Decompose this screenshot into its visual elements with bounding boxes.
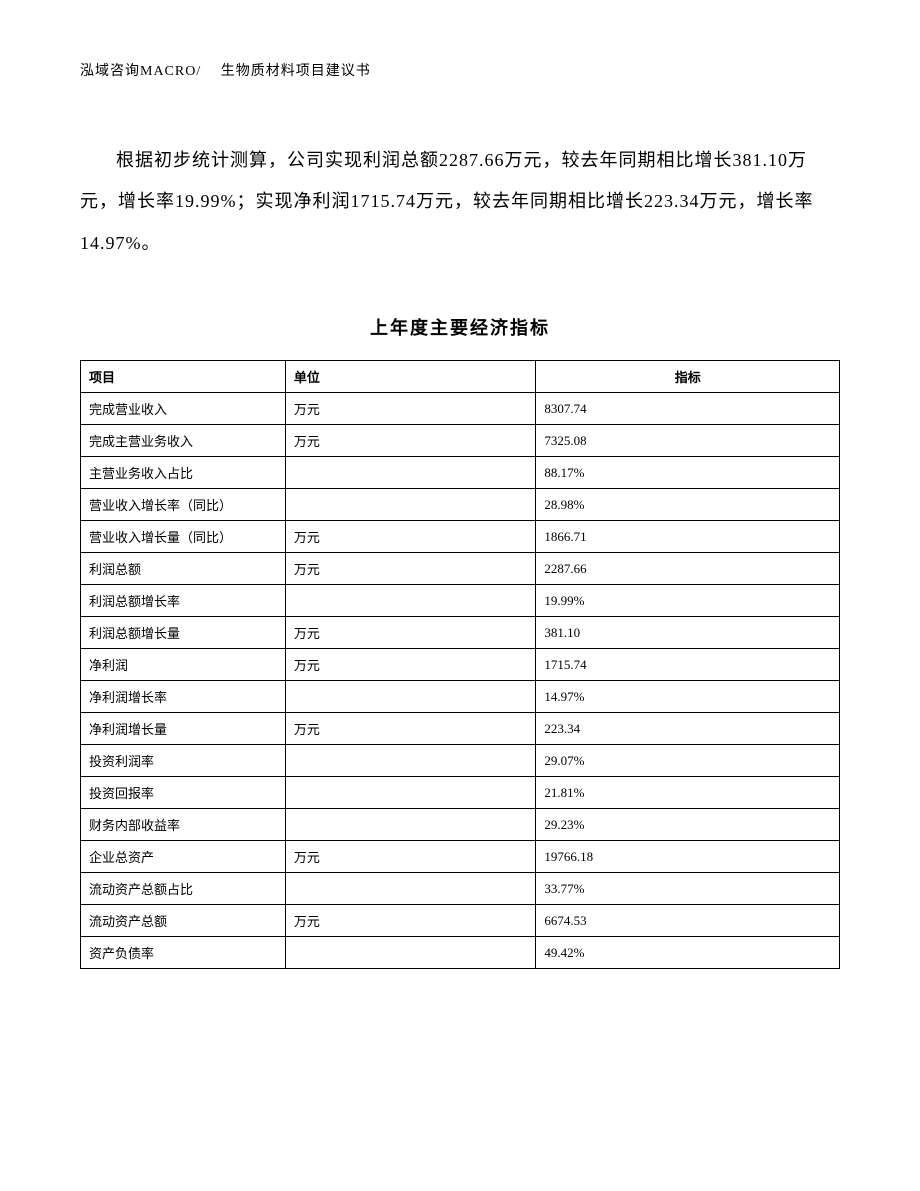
table-cell-item: 营业收入增长率（同比） bbox=[81, 489, 286, 521]
table-row: 净利润增长率 14.97% bbox=[81, 681, 840, 713]
table-cell-unit: 万元 bbox=[285, 553, 535, 585]
table-cell-value: 49.42% bbox=[536, 937, 840, 969]
table-row: 流动资产总额 万元 6674.53 bbox=[81, 905, 840, 937]
table-row: 主营业务收入占比 88.17% bbox=[81, 457, 840, 489]
table-cell-item: 净利润增长率 bbox=[81, 681, 286, 713]
table-row: 利润总额增长率 19.99% bbox=[81, 585, 840, 617]
table-cell-item: 财务内部收益率 bbox=[81, 809, 286, 841]
table-cell-unit: 万元 bbox=[285, 841, 535, 873]
table-cell-unit: 万元 bbox=[285, 713, 535, 745]
table-cell-unit bbox=[285, 489, 535, 521]
table-cell-item: 投资利润率 bbox=[81, 745, 286, 777]
table-cell-unit: 万元 bbox=[285, 617, 535, 649]
table-row: 财务内部收益率 29.23% bbox=[81, 809, 840, 841]
table-cell-value: 19.99% bbox=[536, 585, 840, 617]
table-cell-unit: 万元 bbox=[285, 905, 535, 937]
table-cell-value: 29.07% bbox=[536, 745, 840, 777]
header-text: 泓域咨询MACRO/ 生物质材料项目建议书 bbox=[80, 64, 371, 79]
table-header-item: 项目 bbox=[81, 361, 286, 393]
table-cell-item: 利润总额增长率 bbox=[81, 585, 286, 617]
table-cell-value: 1715.74 bbox=[536, 649, 840, 681]
table-cell-value: 29.23% bbox=[536, 809, 840, 841]
table-cell-value: 2287.66 bbox=[536, 553, 840, 585]
table-cell-item: 净利润 bbox=[81, 649, 286, 681]
table-cell-value: 88.17% bbox=[536, 457, 840, 489]
table-row: 完成主营业务收入 万元 7325.08 bbox=[81, 425, 840, 457]
table-cell-value: 6674.53 bbox=[536, 905, 840, 937]
table-title: 上年度主要经济指标 bbox=[80, 314, 840, 340]
table-cell-value: 8307.74 bbox=[536, 393, 840, 425]
table-row: 利润总额增长量 万元 381.10 bbox=[81, 617, 840, 649]
table-row: 投资回报率 21.81% bbox=[81, 777, 840, 809]
document-header: 泓域咨询MACRO/ 生物质材料项目建议书 bbox=[80, 60, 840, 80]
table-cell-item: 利润总额 bbox=[81, 553, 286, 585]
table-cell-value: 381.10 bbox=[536, 617, 840, 649]
table-title-text: 上年度主要经济指标 bbox=[370, 318, 550, 338]
table-row: 营业收入增长率（同比） 28.98% bbox=[81, 489, 840, 521]
table-cell-item: 资产负债率 bbox=[81, 937, 286, 969]
table-row: 利润总额 万元 2287.66 bbox=[81, 553, 840, 585]
table-header-row: 项目 单位 指标 bbox=[81, 361, 840, 393]
table-cell-unit bbox=[285, 745, 535, 777]
table-cell-unit bbox=[285, 873, 535, 905]
table-body: 完成营业收入 万元 8307.74 完成主营业务收入 万元 7325.08 主营… bbox=[81, 393, 840, 969]
table-row: 完成营业收入 万元 8307.74 bbox=[81, 393, 840, 425]
table-row: 投资利润率 29.07% bbox=[81, 745, 840, 777]
table-row: 流动资产总额占比 33.77% bbox=[81, 873, 840, 905]
table-row: 资产负债率 49.42% bbox=[81, 937, 840, 969]
table-header-indicator: 指标 bbox=[536, 361, 840, 393]
table-header-unit: 单位 bbox=[285, 361, 535, 393]
table-cell-unit bbox=[285, 457, 535, 489]
table-cell-unit bbox=[285, 777, 535, 809]
table-cell-value: 1866.71 bbox=[536, 521, 840, 553]
table-cell-item: 完成营业收入 bbox=[81, 393, 286, 425]
table-cell-item: 完成主营业务收入 bbox=[81, 425, 286, 457]
table-cell-item: 主营业务收入占比 bbox=[81, 457, 286, 489]
table-cell-item: 流动资产总额 bbox=[81, 905, 286, 937]
paragraph-text: 根据初步统计测算，公司实现利润总额2287.66万元，较去年同期相比增长381.… bbox=[80, 150, 814, 253]
table-cell-value: 7325.08 bbox=[536, 425, 840, 457]
table-cell-value: 28.98% bbox=[536, 489, 840, 521]
table-cell-item: 净利润增长量 bbox=[81, 713, 286, 745]
table-cell-value: 33.77% bbox=[536, 873, 840, 905]
table-cell-unit bbox=[285, 681, 535, 713]
table-cell-unit bbox=[285, 937, 535, 969]
table-cell-unit: 万元 bbox=[285, 393, 535, 425]
table-cell-unit bbox=[285, 585, 535, 617]
table-row: 营业收入增长量（同比） 万元 1866.71 bbox=[81, 521, 840, 553]
table-cell-unit: 万元 bbox=[285, 521, 535, 553]
table-row: 净利润 万元 1715.74 bbox=[81, 649, 840, 681]
table-cell-value: 223.34 bbox=[536, 713, 840, 745]
table-row: 净利润增长量 万元 223.34 bbox=[81, 713, 840, 745]
table-cell-unit: 万元 bbox=[285, 649, 535, 681]
table-cell-item: 流动资产总额占比 bbox=[81, 873, 286, 905]
table-cell-value: 21.81% bbox=[536, 777, 840, 809]
table-row: 企业总资产 万元 19766.18 bbox=[81, 841, 840, 873]
table-cell-value: 14.97% bbox=[536, 681, 840, 713]
economic-indicators-table: 项目 单位 指标 完成营业收入 万元 8307.74 完成主营业务收入 万元 7… bbox=[80, 360, 840, 969]
summary-paragraph: 根据初步统计测算，公司实现利润总额2287.66万元，较去年同期相比增长381.… bbox=[80, 140, 840, 264]
table-cell-item: 投资回报率 bbox=[81, 777, 286, 809]
table-cell-item: 利润总额增长量 bbox=[81, 617, 286, 649]
table-cell-item: 企业总资产 bbox=[81, 841, 286, 873]
table-cell-unit: 万元 bbox=[285, 425, 535, 457]
table-cell-value: 19766.18 bbox=[536, 841, 840, 873]
table-cell-item: 营业收入增长量（同比） bbox=[81, 521, 286, 553]
table-cell-unit bbox=[285, 809, 535, 841]
